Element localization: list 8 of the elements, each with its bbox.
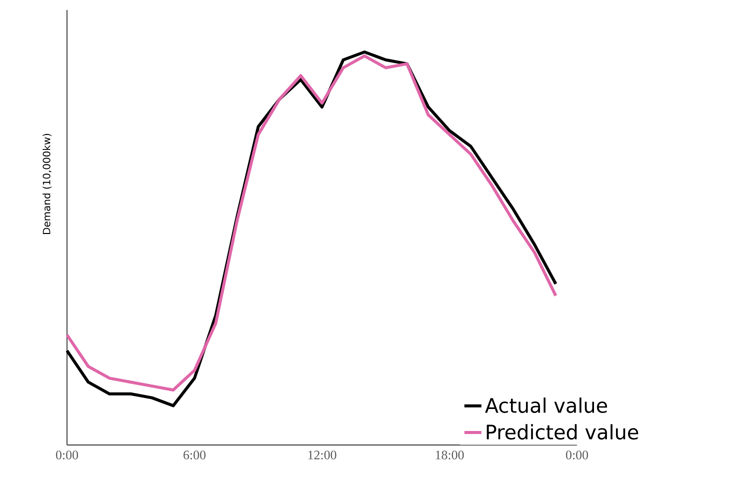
- legend-label: Actual value: [485, 398, 608, 413]
- legend-label: Predicted value: [486, 424, 638, 440]
- x-tick-label: 18:00: [436, 450, 464, 460]
- x-tick-label: 6:00: [184, 450, 206, 460]
- x-tick-label: 0:00: [566, 450, 588, 460]
- y-axis-title: Demand (10,000kw): [42, 134, 52, 234]
- x-tick-label: 12:00: [308, 450, 336, 460]
- x-tick-label: 0:00: [56, 450, 78, 460]
